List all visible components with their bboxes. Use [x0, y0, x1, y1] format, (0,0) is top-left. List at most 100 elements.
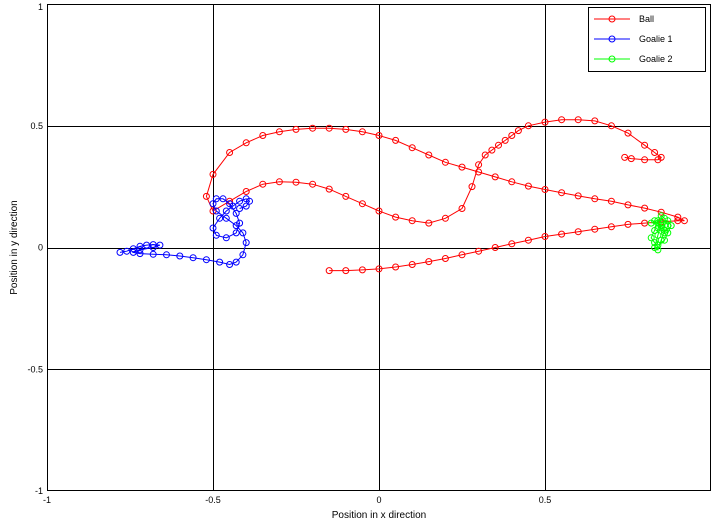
legend-entry: Ball [594, 14, 654, 24]
data-point [189, 254, 197, 262]
data-point [647, 234, 655, 242]
data-point [392, 136, 400, 144]
data-point [202, 256, 210, 264]
data-point [654, 224, 662, 232]
data-point [667, 222, 675, 230]
data-point [325, 185, 333, 193]
data-point [627, 155, 635, 163]
data-point [129, 248, 137, 256]
data-point [657, 236, 665, 244]
data-point [222, 214, 230, 222]
data-point [541, 186, 549, 193]
data-point [491, 173, 499, 181]
data-point [236, 205, 244, 212]
legend-entry: Goalie 1 [594, 34, 673, 44]
data-point [292, 178, 300, 186]
data-point [163, 251, 170, 259]
series-line [205, 119, 685, 272]
data-point [541, 118, 549, 126]
data-point [149, 241, 157, 249]
data-point [558, 230, 566, 238]
x-tick-label: -0.5 [205, 495, 221, 505]
data-point [222, 234, 230, 242]
data-point [408, 144, 416, 152]
data-point [574, 192, 582, 200]
data-point [641, 156, 649, 164]
data-point [242, 188, 250, 195]
data-point [236, 197, 244, 205]
data-point [342, 267, 350, 275]
data-point [375, 265, 383, 273]
data-point [143, 241, 151, 249]
data-point [495, 141, 502, 149]
data-point [641, 219, 649, 227]
series-layer [116, 116, 688, 275]
data-point [664, 217, 672, 225]
data-point [212, 207, 220, 215]
data-point [657, 219, 665, 227]
data-point [425, 219, 433, 227]
data-point [176, 252, 184, 260]
data-point [232, 258, 240, 266]
y-tick-label: -0.5 [27, 364, 43, 374]
data-point [607, 223, 615, 231]
data-point [508, 132, 516, 139]
data-point [309, 180, 317, 188]
data-point [292, 125, 300, 133]
data-point [661, 227, 668, 234]
data-point [654, 231, 662, 239]
x-tick-label: 0 [376, 495, 381, 505]
data-point [129, 245, 137, 253]
data-point [488, 146, 496, 154]
data-point [259, 132, 267, 139]
data-point [232, 209, 240, 217]
data-point [607, 197, 615, 205]
series-goalie-2 [647, 212, 675, 254]
data-point [591, 195, 599, 203]
data-point [680, 217, 688, 225]
data-point [624, 201, 632, 209]
data-point [239, 251, 247, 259]
x-tick-label: 0.5 [539, 495, 552, 505]
data-point [236, 219, 244, 227]
data-point [342, 192, 350, 200]
data-point [641, 204, 649, 212]
data-point [123, 247, 131, 255]
data-point [661, 229, 668, 237]
data-point [226, 149, 234, 156]
data-point [156, 241, 164, 249]
x-tick-label: -1 [43, 495, 51, 505]
data-point [136, 246, 144, 254]
data-point [674, 217, 682, 225]
data-point [524, 182, 532, 190]
data-point [242, 202, 250, 210]
data-point [574, 228, 582, 236]
y-axis-label: Position in y direction [9, 200, 20, 295]
legend-entry: Goalie 2 [594, 54, 673, 64]
y-tick-label: 1 [38, 2, 43, 12]
data-point [219, 195, 227, 203]
data-point [216, 214, 224, 222]
data-point [222, 207, 230, 215]
data-point [212, 231, 220, 239]
data-point [514, 127, 522, 135]
data-point [558, 189, 566, 197]
data-point [358, 266, 366, 274]
data-point [458, 163, 466, 171]
data-point [342, 125, 350, 133]
data-point [358, 128, 366, 136]
data-point [524, 122, 532, 130]
data-point [232, 229, 240, 237]
data-point [508, 178, 516, 186]
data-point [458, 205, 466, 212]
data-point [358, 200, 366, 208]
data-point [441, 158, 449, 166]
y-tick-label: 0 [38, 243, 43, 253]
data-point [202, 192, 210, 200]
data-point [607, 122, 615, 130]
y-tick-label: -1 [35, 486, 43, 496]
data-point [624, 129, 632, 137]
data-point [246, 197, 253, 205]
data-point [325, 267, 333, 275]
data-point [591, 225, 599, 233]
